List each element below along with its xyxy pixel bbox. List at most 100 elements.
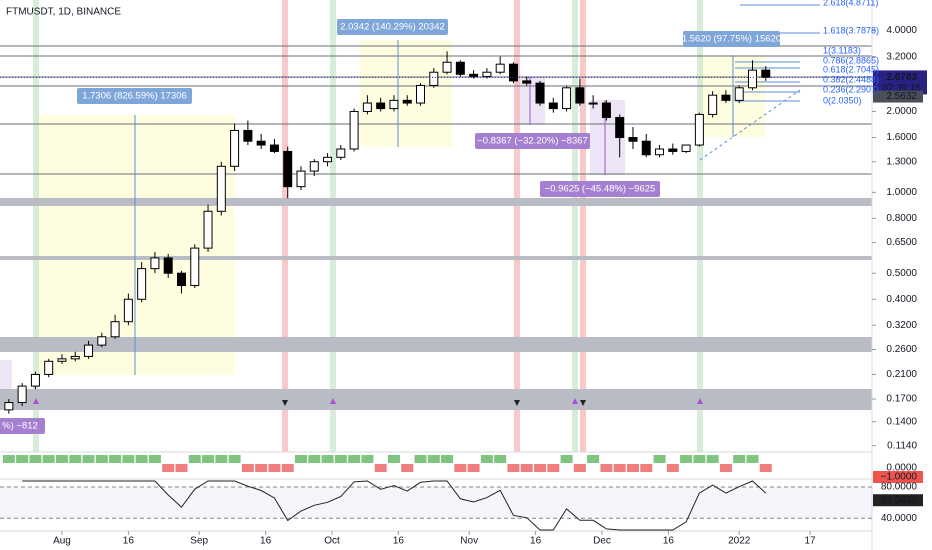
candle-body	[615, 116, 625, 139]
trend-bar	[693, 455, 706, 463]
symbol-title: FTMUSDT, 1D, BINANCE	[6, 7, 121, 18]
rsi-tick-label: 40.0000	[881, 513, 918, 524]
candle-body	[17, 385, 27, 404]
fib-label: 0(2.0350)	[823, 95, 862, 105]
trend-bar	[680, 455, 693, 463]
signal-band	[697, 0, 703, 452]
candle-body	[402, 99, 412, 104]
zone	[0, 198, 872, 206]
candle-body	[309, 161, 319, 172]
x-tick-label: Sep	[190, 536, 208, 547]
candle-body	[721, 94, 731, 101]
trend-bar	[441, 455, 454, 463]
candle-body	[734, 87, 744, 101]
candle-body	[110, 321, 120, 338]
y-tick-label: 0.1400	[886, 416, 917, 427]
candle-body	[694, 113, 704, 146]
trend-bar	[613, 464, 626, 472]
candle-body	[296, 170, 306, 188]
signal-marker	[580, 400, 586, 406]
candle-body	[256, 140, 266, 146]
candle-body	[44, 360, 54, 375]
trend-bar	[387, 455, 400, 463]
trend-bar	[294, 455, 307, 463]
measure-box	[360, 40, 452, 147]
trend-bar	[268, 464, 281, 472]
y-tick-label: 0.6500	[886, 237, 917, 248]
fib-label: 0.382(2.4488)	[823, 74, 879, 84]
rsi-tick-label: 80.0000	[881, 482, 918, 493]
measure-label-box	[0, 418, 45, 434]
measure-label-box	[77, 88, 192, 104]
y-tick-label: 0.5000	[886, 268, 917, 279]
trend-bar	[640, 464, 653, 472]
trend-bar	[626, 464, 639, 472]
candle-body	[668, 148, 678, 152]
trend-bar	[507, 464, 520, 472]
trend-bar	[427, 455, 440, 463]
trend-bar	[414, 455, 427, 463]
trend-bar	[348, 455, 361, 463]
candle-body	[57, 358, 67, 362]
trend-bar	[321, 455, 334, 463]
candle-body	[508, 63, 518, 82]
signal-band	[330, 0, 336, 452]
candle-body	[655, 148, 665, 156]
candle-body	[283, 150, 293, 188]
trend-bar	[69, 455, 82, 463]
candle-body	[588, 102, 598, 105]
signal-marker	[33, 398, 39, 404]
trend-bar	[42, 455, 55, 463]
trend-bar	[494, 455, 507, 463]
signal-band	[580, 0, 586, 452]
x-tick-label: 16	[530, 536, 542, 547]
y-tick-label: 0.3200	[886, 320, 917, 331]
prev-price: 2.5632	[886, 91, 917, 102]
candle-body	[70, 355, 80, 360]
candle-body	[681, 144, 691, 152]
measure-label-box	[540, 181, 660, 197]
trend-bar	[361, 455, 374, 463]
candle-body	[469, 73, 479, 77]
y-tick-label: 4.0000	[886, 25, 917, 36]
y-tick-label: 0.1700	[886, 394, 917, 405]
y-tick-label: 1.0000	[886, 187, 917, 198]
fib-label: 1.618(3.7878)	[823, 25, 879, 35]
trend-bar	[401, 464, 414, 472]
trend-bar	[746, 455, 759, 463]
trend-bar	[560, 455, 573, 463]
candle-body	[97, 336, 107, 346]
signal-band	[282, 0, 288, 452]
y-tick-label: 0.8000	[886, 213, 917, 224]
trend-bar	[135, 455, 148, 463]
rsi-line	[22, 480, 767, 531]
trend-bar	[666, 464, 679, 472]
candle-body	[628, 137, 638, 142]
candle-body	[163, 257, 173, 274]
candle-body	[150, 257, 160, 270]
candle-body	[4, 402, 14, 411]
candle-body	[349, 110, 359, 150]
trend-bar	[759, 464, 772, 472]
candle-body	[482, 71, 492, 77]
candle-body	[269, 144, 279, 152]
candle-body	[575, 87, 585, 104]
measure-label: 1.7306 (826.59%) 17306	[82, 91, 187, 102]
zone	[0, 389, 872, 410]
candle-body	[495, 63, 505, 73]
fib-label: 2.618(4.8711)	[823, 0, 878, 7]
prev-price-box	[873, 90, 923, 103]
candle-body	[522, 80, 532, 84]
trend-bar	[188, 455, 201, 463]
x-tick-label: Dec	[593, 536, 611, 547]
x-tick-label: 16	[393, 536, 405, 547]
trend-bar	[547, 464, 560, 472]
trend-bar	[55, 455, 68, 463]
trend-bar	[467, 464, 480, 472]
rsi-value-box	[873, 494, 923, 507]
trend-bar	[202, 455, 215, 463]
candle-body	[323, 156, 333, 163]
candle-body	[455, 61, 465, 75]
